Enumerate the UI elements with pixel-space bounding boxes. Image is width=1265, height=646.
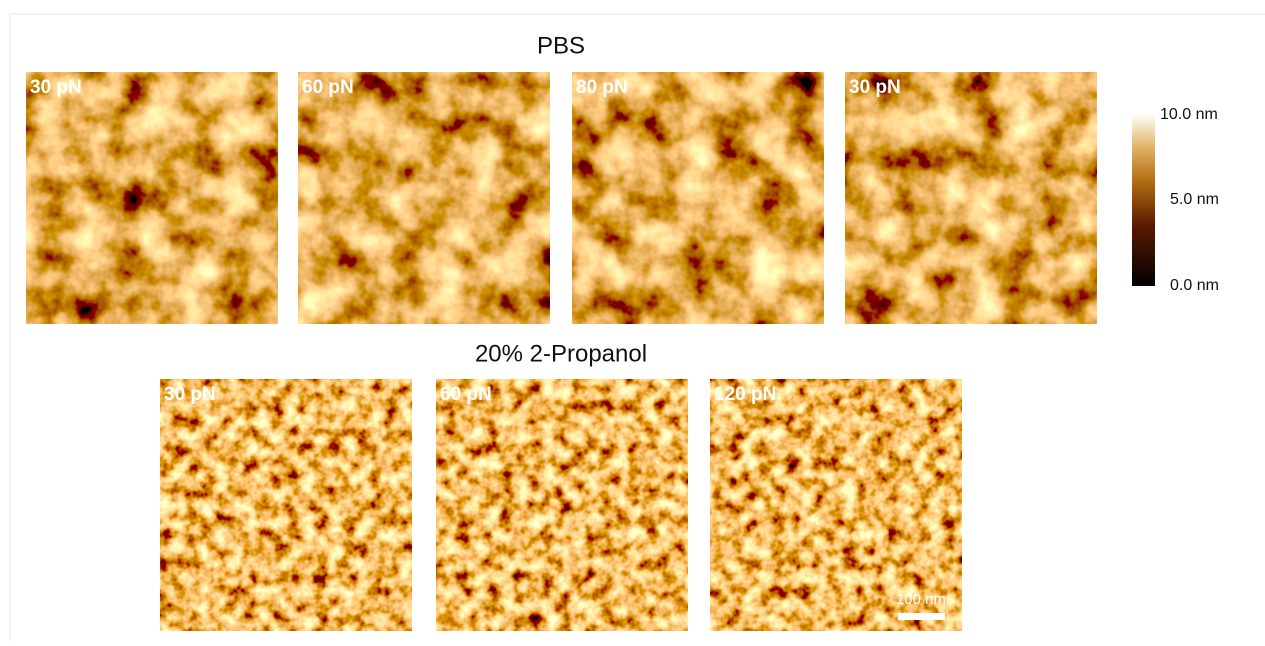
afm-panel: 30 pN (160, 379, 412, 631)
panel-label: 60 pN (440, 384, 492, 405)
afm-image (298, 72, 550, 324)
panel-label: 120 pN (714, 384, 776, 405)
scale-bar (898, 613, 945, 620)
top-row: 30 pN 60 pN 80 pN 30 pN (26, 72, 1097, 324)
afm-panel: 80 pN (572, 72, 824, 324)
afm-image (845, 72, 1097, 324)
afm-image (160, 379, 412, 631)
colorbar-label: 0.0 nm (1170, 277, 1219, 294)
afm-panel: 30 pN (26, 72, 278, 324)
panel-label: 30 pN (164, 384, 216, 405)
colorbar-label: 10.0 nm (1160, 106, 1218, 123)
afm-image (572, 72, 824, 324)
bottom-title: 20% 2-Propanol (475, 340, 647, 367)
figure: PBS 30 pN60 pN80 pN30 pN 20% 2-Propanol … (0, 0, 1265, 641)
afm-panel: 30 pN (845, 72, 1097, 324)
colorbar-label: 5.0 nm (1170, 191, 1219, 208)
panel-label: 80 pN (576, 77, 628, 98)
afm-panel: 60 pN (436, 379, 688, 631)
panel-label: 60 pN (302, 77, 354, 98)
colorbar (1132, 114, 1155, 286)
bottom-row: 30 pN 60 pN 120 pN (160, 379, 962, 631)
page: PBS 30 pN60 pN80 pN30 pN 20% 2-Propanol … (0, 0, 1265, 641)
panel-label: 30 pN (849, 77, 901, 98)
afm-panel: 60 pN (298, 72, 550, 324)
top-title: PBS (537, 32, 585, 59)
afm-image (436, 379, 688, 631)
panel-label: 30 pN (30, 77, 82, 98)
afm-image (26, 72, 278, 324)
scale-bar-label: 100 nm (896, 591, 946, 608)
